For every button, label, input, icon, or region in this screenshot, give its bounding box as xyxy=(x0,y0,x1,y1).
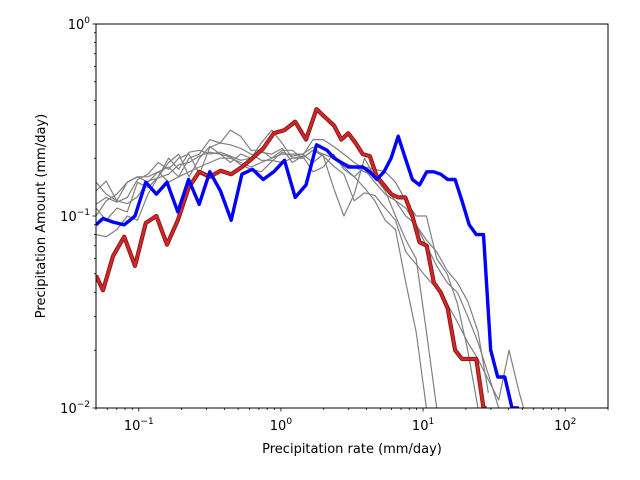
x-tick-label: 102 xyxy=(554,417,576,434)
x-axis-label: Precipitation rate (mm/day) xyxy=(262,442,442,457)
series-layer xyxy=(96,107,525,408)
series-line-model-6 xyxy=(96,149,500,408)
x-tick-label: 10−1 xyxy=(124,417,154,434)
series-line-observation-red-inner xyxy=(96,108,487,408)
y-tick-label: 10−1 xyxy=(60,208,90,225)
y-axis-label: Precipitation Amount (mm/day) xyxy=(34,114,49,318)
axis-layer: 10−1 100 101 102 10−2 10−1 100 xyxy=(60,16,609,434)
y-tick-label: 10−2 xyxy=(60,400,90,417)
x-tick-label: 101 xyxy=(412,417,434,434)
series-line-model-1 xyxy=(96,146,525,408)
series-line-model-4 xyxy=(96,129,438,408)
series-line-observation-blue xyxy=(96,134,519,408)
y-tick-label: 100 xyxy=(68,16,91,33)
x-tick-label: 100 xyxy=(270,417,293,434)
